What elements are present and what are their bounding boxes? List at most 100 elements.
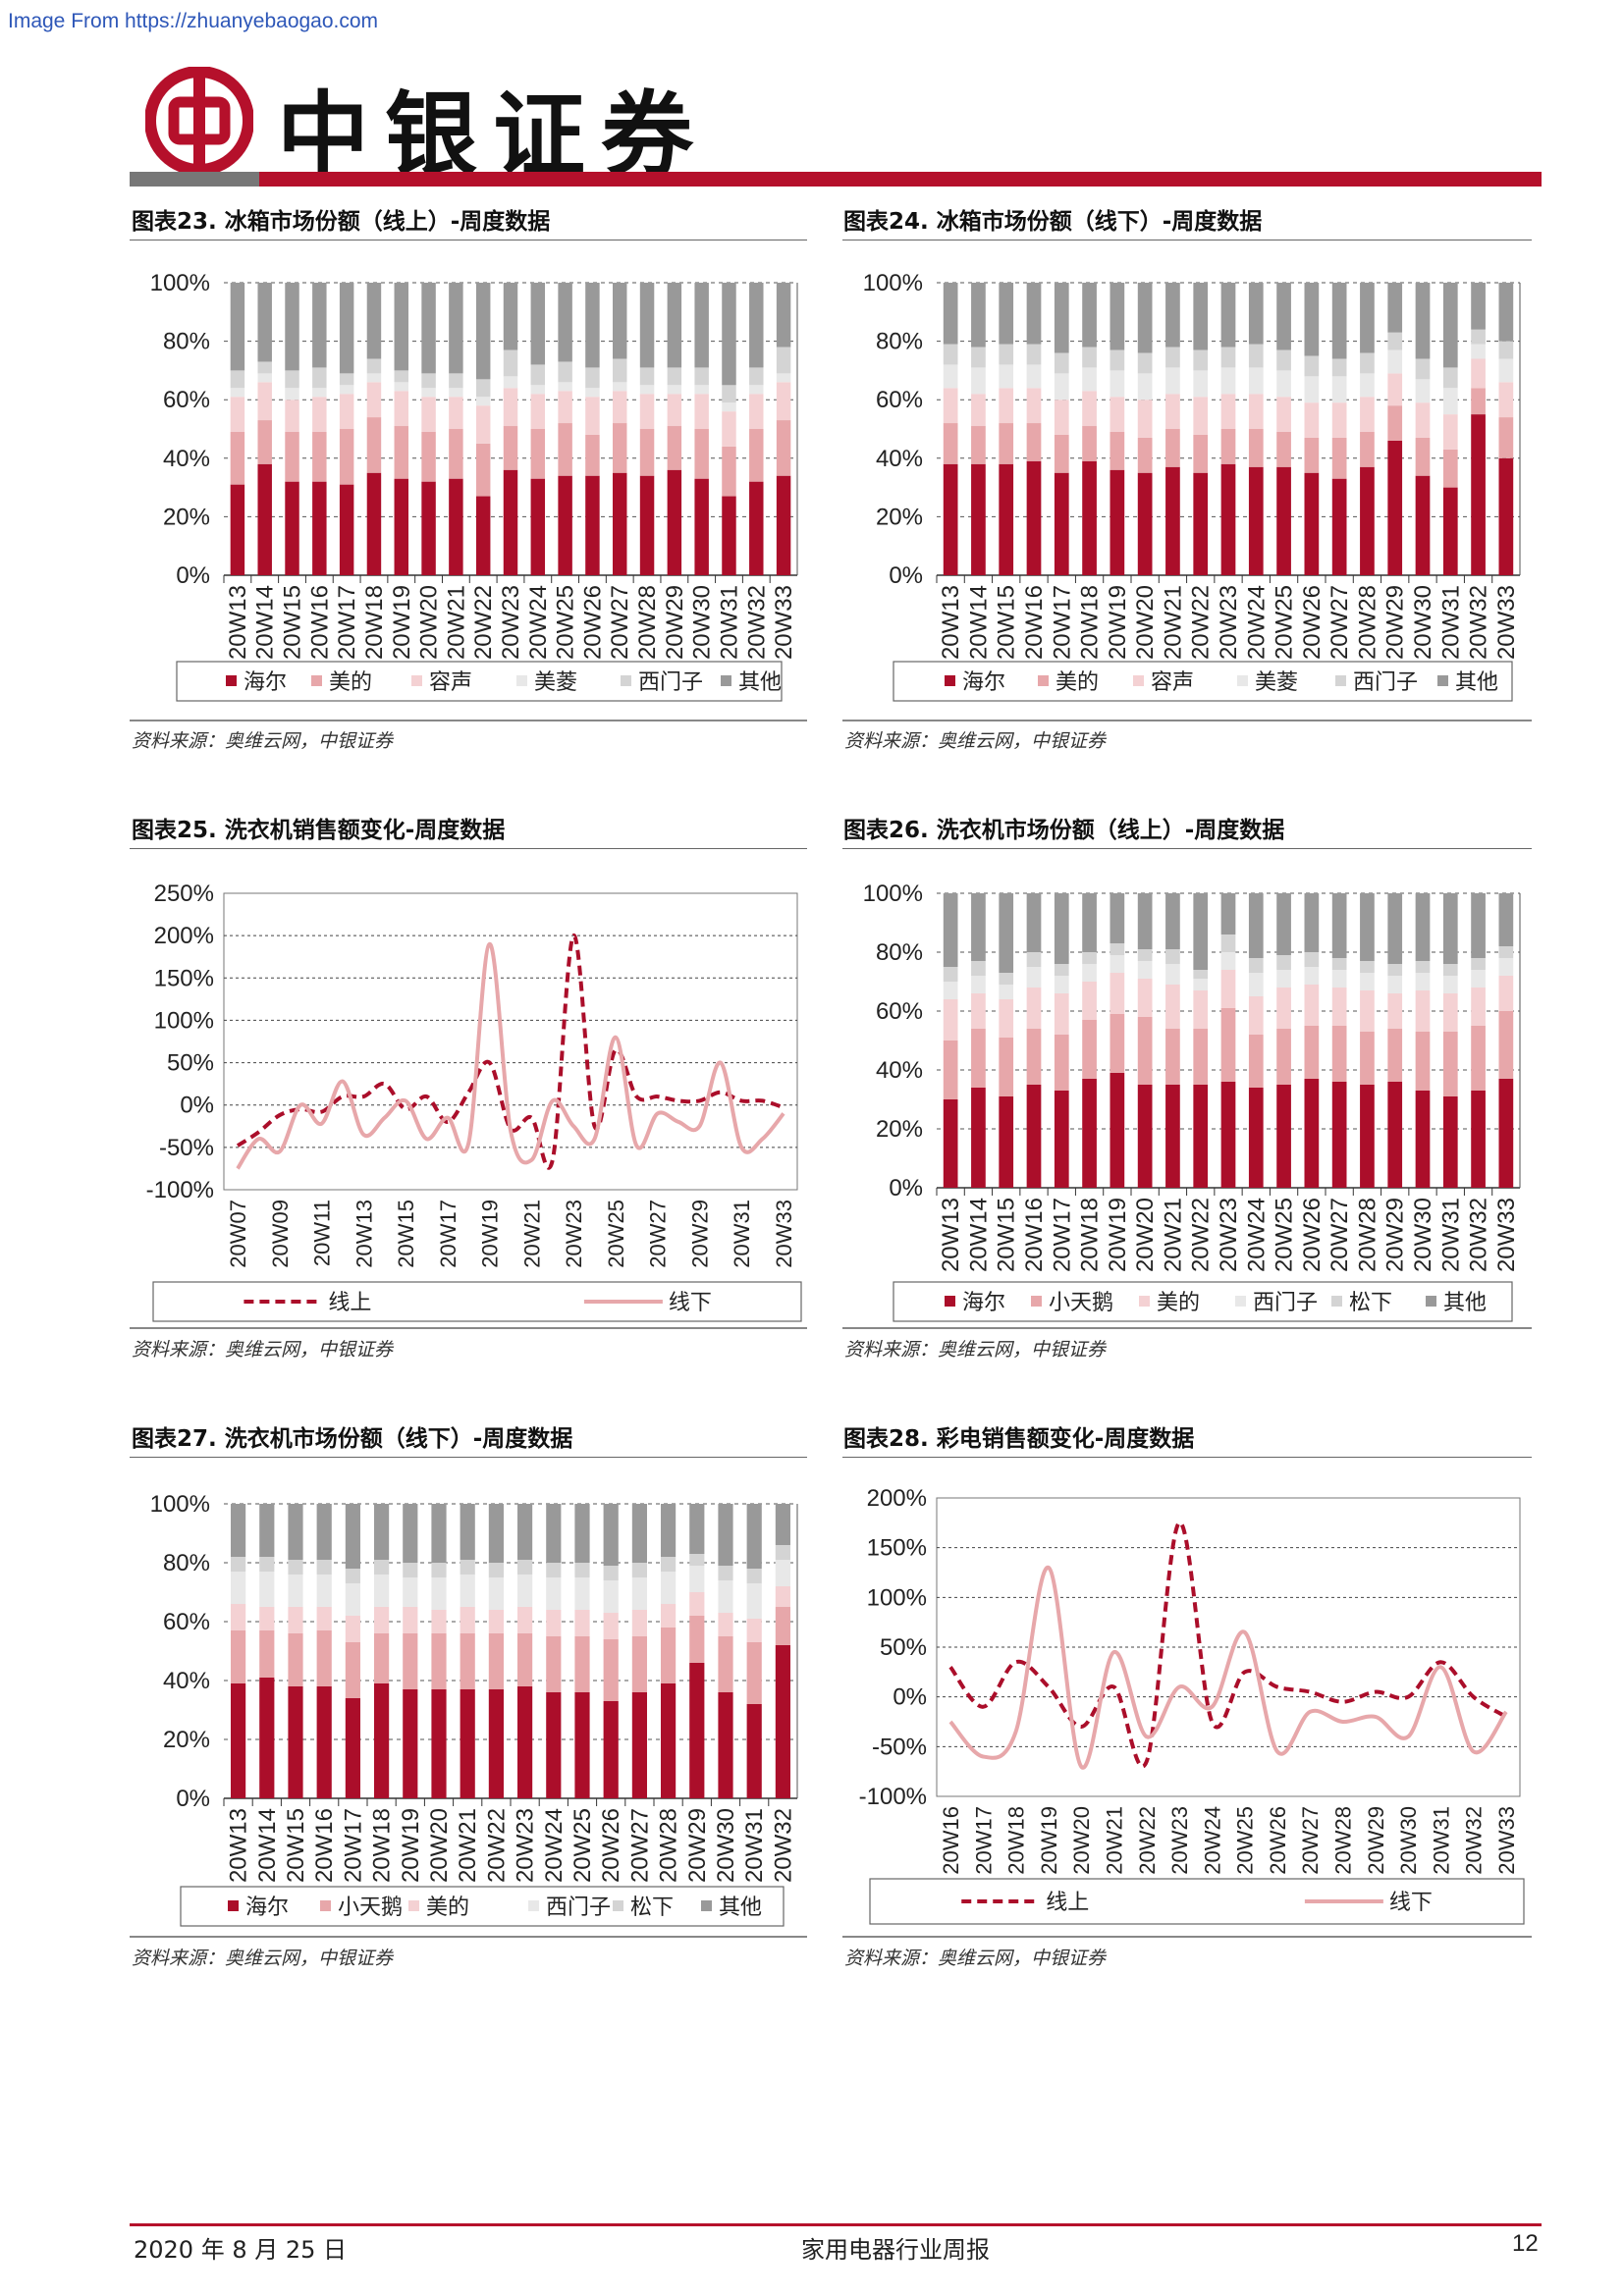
bar-segment (631, 1636, 647, 1692)
bar-segment (631, 1563, 647, 1577)
bar-segment (1082, 367, 1097, 392)
bar-segment (366, 358, 382, 374)
bar-segment (775, 1586, 790, 1607)
legend-label: 线上 (1046, 1890, 1089, 1914)
bar-segment (613, 358, 627, 383)
bar-segment (1442, 976, 1458, 993)
bar-segment (231, 1572, 246, 1604)
bar-segment (488, 1689, 504, 1798)
bar-segment (231, 1604, 246, 1630)
bar-segment (1498, 1079, 1514, 1188)
y-tick-label: 100% (154, 1007, 214, 1034)
series-line (948, 1565, 1508, 1770)
bar-segment (749, 429, 764, 482)
bar-segment (312, 431, 327, 482)
legend-label: 其他 (738, 669, 782, 694)
bar-segment (1471, 893, 1486, 958)
bar-segment (231, 1683, 246, 1798)
bar-segment (1415, 973, 1431, 990)
bar-segment (776, 420, 791, 476)
bar-segment (749, 481, 764, 575)
bar-segment (257, 420, 272, 464)
chart-title-26: 图表26. 洗衣机市场份额（线上）-周度数据 (843, 818, 1285, 843)
bar-segment (667, 469, 682, 575)
bar-segment (1415, 990, 1431, 1032)
bar-segment (631, 1577, 647, 1610)
legend-swatch (1237, 675, 1248, 686)
bar-segment (1054, 1035, 1069, 1091)
x-tick-label: 20W27 (1326, 585, 1353, 660)
bar-segment (661, 1572, 677, 1604)
bar-segment (345, 1698, 360, 1798)
bar-segment (1193, 1029, 1209, 1085)
legend-swatch (411, 675, 422, 686)
chart-source-26: 资料来源：奥维云网，中银证券 (844, 1339, 1107, 1361)
y-tick-label: 100% (150, 1491, 210, 1518)
bar-segment (1276, 397, 1291, 432)
chart-title-23: 图表23. 冰箱市场份额（线上）-周度数据 (132, 209, 551, 235)
bar-segment (1331, 1082, 1347, 1188)
chart-source-23: 资料来源：奥维云网，中银证券 (132, 730, 394, 752)
bar-segment (374, 1560, 390, 1575)
bar-segment (1165, 283, 1180, 347)
chart-title-24: 图表24. 冰箱市场份额（线下）-周度数据 (843, 209, 1263, 235)
y-tick-label: 60% (876, 387, 923, 413)
bar-segment (374, 1607, 390, 1633)
bar-segment (971, 993, 986, 1029)
bar-segment (460, 1504, 475, 1560)
bar-segment (689, 1592, 705, 1616)
x-tick-label: 20W21 (1160, 1198, 1186, 1272)
x-tick-label: 20W20 (1132, 1198, 1159, 1272)
bar-segment (661, 1557, 677, 1572)
bar-segment (312, 481, 327, 575)
bar-segment (1304, 985, 1320, 1026)
legend-box (893, 661, 1513, 702)
bar-segment (639, 429, 655, 476)
x-tick-label: 20W17 (1049, 585, 1075, 660)
bar-segment (574, 1610, 590, 1636)
y-tick-label: 50% (880, 1634, 927, 1661)
bar-segment (1471, 970, 1486, 988)
bar-segment (603, 1566, 619, 1580)
bar-segment (1193, 349, 1209, 371)
bar-segment (943, 344, 958, 365)
bar-segment (546, 1610, 562, 1636)
y-tick-label: 0% (889, 562, 923, 589)
bar-segment (1498, 976, 1514, 1011)
bar-segment (603, 1613, 619, 1639)
bar-segment (999, 893, 1014, 973)
bar-segment (546, 1636, 562, 1692)
bar-segment (1248, 344, 1264, 368)
bar-segment (971, 283, 986, 347)
bar-segment (488, 1504, 504, 1563)
bar-segment (257, 463, 272, 575)
y-tick-label: 40% (163, 446, 210, 472)
bar-segment (1360, 431, 1375, 467)
x-tick-label: 20W07 (226, 1200, 250, 1268)
x-tick-label: 20W20 (1069, 1806, 1094, 1875)
bar-segment (1165, 466, 1180, 575)
legend-label: 美的 (426, 1895, 469, 1919)
bar-segment (1248, 996, 1264, 1035)
bar-segment (257, 361, 272, 374)
bar-segment (943, 1099, 958, 1188)
footer-date: 2020 年 8 月 25 日 (134, 2236, 348, 2264)
bar-segment (288, 1504, 303, 1560)
bar-segment (1304, 472, 1320, 575)
x-tick-label: 20W28 (634, 585, 661, 660)
bar-segment (1387, 1029, 1403, 1082)
bar-segment (1054, 964, 1069, 976)
x-tick-label: 20W30 (1396, 1806, 1421, 1875)
bar-segment (718, 1613, 733, 1636)
bar-segment (1387, 1082, 1403, 1188)
bar-segment (1054, 352, 1069, 374)
bar-segment (1331, 376, 1347, 403)
bar-segment (366, 382, 382, 418)
bar-segment (1387, 893, 1403, 964)
bar-segment (999, 1096, 1014, 1188)
x-tick-label: 20W24 (525, 585, 552, 660)
bar-segment (1442, 414, 1458, 450)
bar-segment (971, 1088, 986, 1188)
bar-segment (1082, 460, 1097, 575)
bar-segment (1471, 283, 1486, 330)
